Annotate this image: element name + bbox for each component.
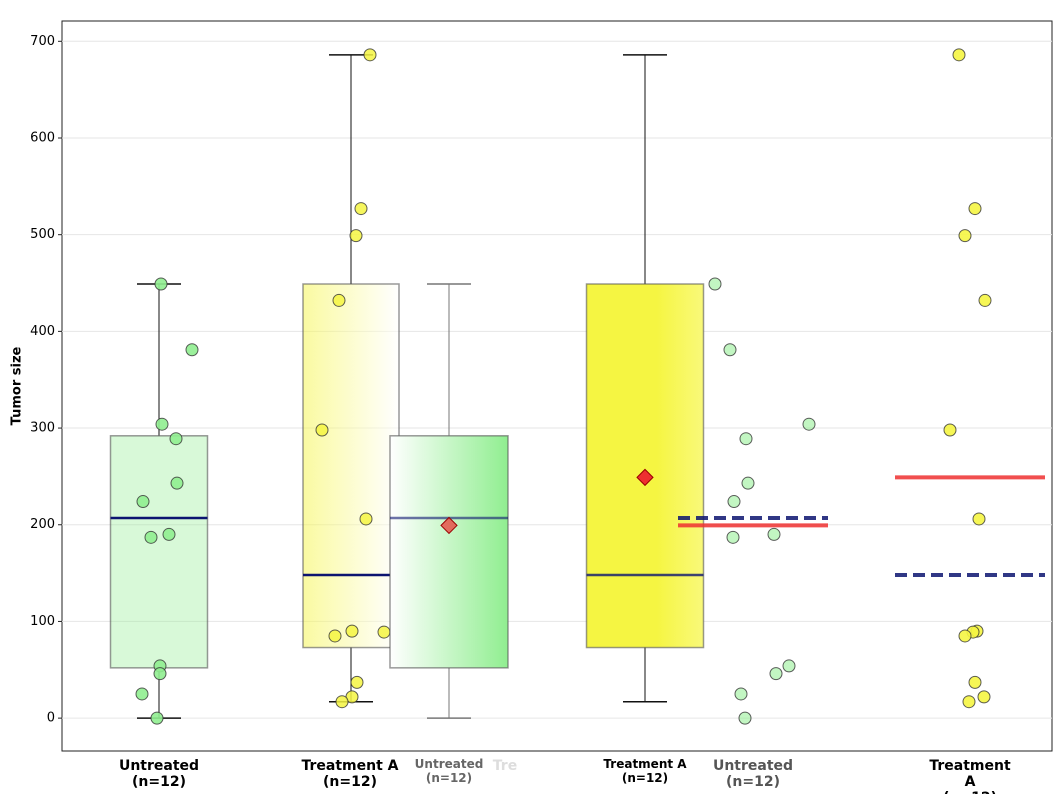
box bbox=[389, 435, 509, 669]
data-point bbox=[155, 417, 169, 431]
data-point bbox=[359, 512, 373, 526]
y-tick-label: 200 bbox=[30, 517, 55, 532]
data-point bbox=[741, 476, 755, 490]
data-point bbox=[726, 530, 740, 544]
data-point bbox=[354, 202, 368, 216]
data-point bbox=[185, 343, 199, 357]
data-point bbox=[328, 629, 342, 643]
box bbox=[109, 435, 209, 669]
x-tick-label: Treatment A (n=12) bbox=[929, 758, 1011, 794]
y-tick-label: 500 bbox=[30, 227, 55, 242]
plot-frame bbox=[61, 20, 1053, 752]
data-point bbox=[723, 343, 737, 357]
mean-marker bbox=[440, 516, 458, 535]
data-point bbox=[335, 695, 349, 709]
data-point bbox=[972, 512, 986, 526]
y-axis-label: Tumor size bbox=[10, 346, 25, 425]
data-point bbox=[153, 667, 167, 681]
data-point bbox=[350, 675, 364, 689]
data-point bbox=[136, 495, 150, 509]
data-point bbox=[734, 687, 748, 701]
data-point bbox=[315, 423, 329, 437]
data-point bbox=[363, 48, 377, 62]
data-point bbox=[958, 629, 972, 643]
data-point bbox=[162, 527, 176, 541]
data-point bbox=[170, 476, 184, 490]
data-point bbox=[150, 711, 164, 725]
data-point bbox=[962, 695, 976, 709]
data-point bbox=[978, 293, 992, 307]
x-tick-label: Tre bbox=[492, 758, 518, 774]
y-tick-label: 600 bbox=[30, 130, 55, 145]
data-point bbox=[767, 527, 781, 541]
y-tick-label: 0 bbox=[47, 711, 55, 726]
y-tick-label: 100 bbox=[30, 614, 55, 629]
data-point bbox=[968, 675, 982, 689]
data-point bbox=[802, 417, 816, 431]
data-point bbox=[332, 293, 346, 307]
data-point bbox=[739, 432, 753, 446]
data-point bbox=[169, 432, 183, 446]
data-point bbox=[377, 625, 391, 639]
y-tick-label: 400 bbox=[30, 324, 55, 339]
data-point bbox=[943, 423, 957, 437]
y-tick-label: 700 bbox=[30, 34, 55, 49]
data-point bbox=[135, 687, 149, 701]
y-tick-label: 300 bbox=[30, 421, 55, 436]
x-tick-label: Treatment A (n=12) bbox=[301, 758, 399, 791]
data-point bbox=[345, 624, 359, 638]
data-point bbox=[144, 530, 158, 544]
data-point bbox=[349, 229, 363, 243]
x-tick-label: Untreated (n=12) bbox=[118, 758, 200, 791]
mean-marker bbox=[636, 468, 654, 487]
x-tick-label: Untreated (n=12) bbox=[414, 757, 484, 785]
data-point bbox=[738, 711, 752, 725]
box bbox=[585, 283, 705, 649]
x-tick-label: Treatment A (n=12) bbox=[603, 757, 687, 785]
data-point bbox=[782, 659, 796, 673]
data-point bbox=[154, 277, 168, 291]
data-point bbox=[977, 690, 991, 704]
data-point bbox=[769, 667, 783, 681]
box bbox=[302, 283, 400, 649]
x-tick-label: Untreated (n=12) bbox=[712, 758, 794, 791]
data-point bbox=[952, 48, 966, 62]
data-point bbox=[708, 277, 722, 291]
data-point bbox=[958, 229, 972, 243]
data-point bbox=[727, 495, 741, 509]
data-point bbox=[968, 202, 982, 216]
